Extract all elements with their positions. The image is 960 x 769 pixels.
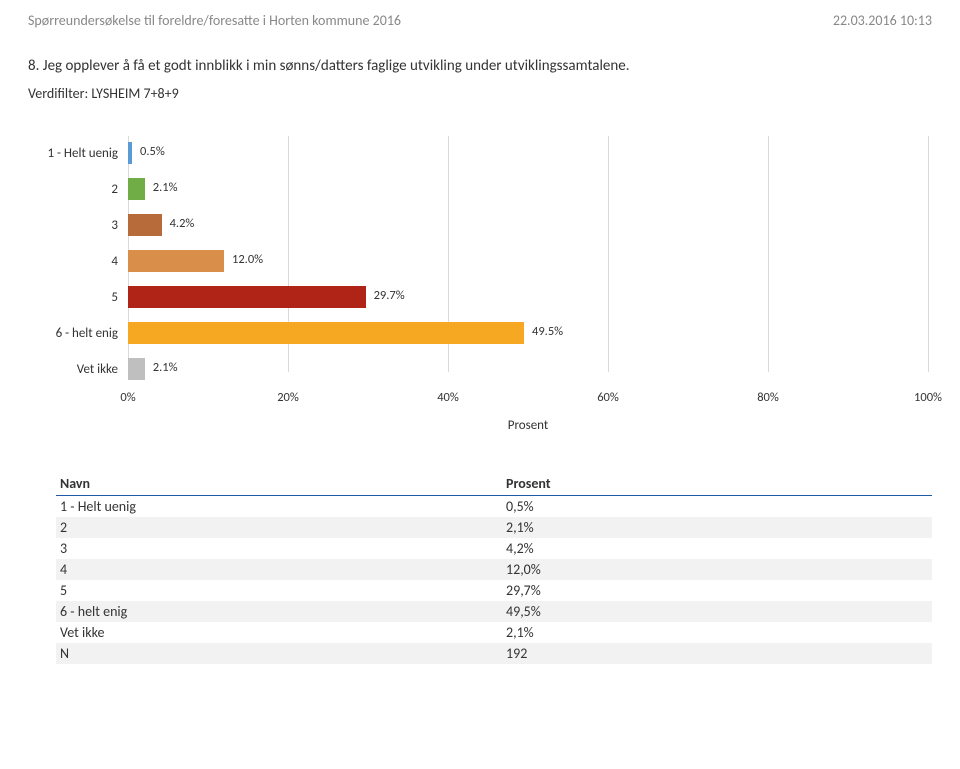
chart-row: 4 12.0% (28, 246, 928, 276)
bar-track: 2.1% (128, 174, 928, 204)
axis-tick: 100% (914, 390, 942, 405)
table-row: 6 - helt enig49,5% (56, 601, 932, 622)
table-header-row: Navn Prosent (56, 475, 932, 496)
table-row: 22,1% (56, 517, 932, 538)
bar-track: 4.2% (128, 210, 928, 240)
page-header: Spørreundersøkelse til foreldre/foresatt… (28, 12, 932, 29)
cell-value: 2,1% (506, 519, 706, 536)
category-label: 4 (28, 254, 128, 269)
cell-name: 1 - Helt uenig (56, 498, 506, 515)
cell-value: 29,7% (506, 582, 706, 599)
bar (128, 214, 162, 236)
bar (128, 322, 524, 344)
chart-row: 3 4.2% (28, 210, 928, 240)
table-row: 1 - Helt uenig0,5% (56, 496, 932, 517)
header-left: Spørreundersøkelse til foreldre/foresatt… (28, 12, 401, 29)
gridline (928, 136, 929, 372)
table-row: N192 (56, 643, 932, 664)
bar (128, 178, 145, 200)
col-header-name: Navn (56, 475, 506, 492)
cell-name: 5 (56, 582, 506, 599)
bar-track: 12.0% (128, 246, 928, 276)
cell-value: 4,2% (506, 540, 706, 557)
cell-value: 2,1% (506, 624, 706, 641)
bar-value-label: 29.7% (374, 288, 405, 303)
bar-track: 29.7% (128, 282, 928, 312)
bar-track: 2.1% (128, 354, 928, 384)
bar-value-label: 0.5% (140, 144, 165, 159)
data-table: Navn Prosent 1 - Helt uenig0,5%22,1%34,2… (56, 475, 932, 664)
axis-tick: 0% (120, 390, 135, 405)
chart-row: 5 29.7% (28, 282, 928, 312)
axis-tick: 80% (757, 390, 779, 405)
question-text: 8. Jeg opplever å få et godt innblikk i … (28, 57, 932, 75)
category-label: 1 - Helt uenig (28, 146, 128, 161)
category-label: Vet ikke (28, 362, 128, 377)
cell-name: 3 (56, 540, 506, 557)
axis-tick: 40% (437, 390, 459, 405)
chart-row: 6 - helt enig 49.5% (28, 318, 928, 348)
header-right: 22.03.2016 10:13 (833, 12, 932, 29)
cell-name: 4 (56, 561, 506, 578)
cell-value: 49,5% (506, 603, 706, 620)
cell-name: N (56, 645, 506, 662)
bar (128, 358, 145, 380)
cell-value: 12,0% (506, 561, 706, 578)
bar (128, 142, 132, 164)
category-label: 2 (28, 182, 128, 197)
bar-value-label: 49.5% (532, 324, 563, 339)
bar-value-label: 12.0% (232, 252, 263, 267)
chart-row: 1 - Helt uenig 0.5% (28, 138, 928, 168)
cell-name: 6 - helt enig (56, 603, 506, 620)
bar-track: 49.5% (128, 318, 928, 348)
bar-value-label: 4.2% (170, 216, 195, 231)
cell-value: 0,5% (506, 498, 706, 515)
table-row: 34,2% (56, 538, 932, 559)
col-header-value: Prosent (506, 475, 706, 492)
bar (128, 250, 224, 272)
cell-value: 192 (506, 645, 706, 662)
table-row: 529,7% (56, 580, 932, 601)
category-label: 3 (28, 218, 128, 233)
axis-tick: 60% (597, 390, 619, 405)
category-label: 5 (28, 290, 128, 305)
category-label: 6 - helt enig (28, 326, 128, 341)
chart-row: 2 2.1% (28, 174, 928, 204)
table-row: Vet ikke2,1% (56, 622, 932, 643)
x-axis: 0%20%40%60%80%100% (128, 390, 928, 410)
chart-row: Vet ikke 2.1% (28, 354, 928, 384)
table-row: 412,0% (56, 559, 932, 580)
bar-track: 0.5% (128, 138, 928, 168)
axis-tick: 20% (277, 390, 299, 405)
cell-name: 2 (56, 519, 506, 536)
axis-title: Prosent (128, 418, 928, 433)
bar-chart: 1 - Helt uenig 0.5% 2 2.1% 3 4.2% 4 12.0% 5 29.7%… (28, 138, 928, 433)
filter-subtitle: Verdifilter: LYSHEIM 7+8+9 (28, 85, 932, 102)
bar-value-label: 2.1% (153, 360, 178, 375)
bar-value-label: 2.1% (153, 180, 178, 195)
bar (128, 286, 366, 308)
cell-name: Vet ikke (56, 624, 506, 641)
